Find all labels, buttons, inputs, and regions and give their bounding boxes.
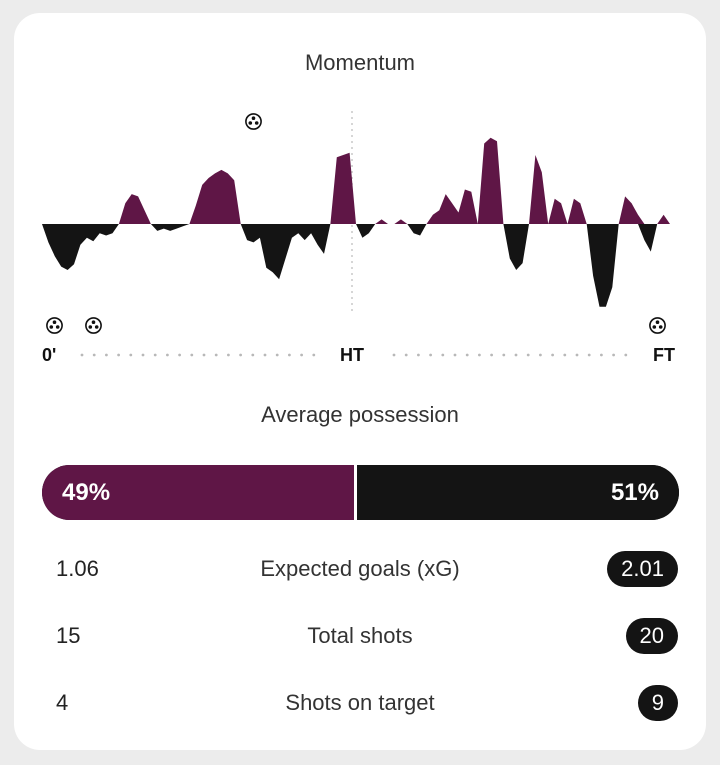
timeline-dot (575, 353, 579, 357)
timeline-dot (490, 353, 493, 357)
stat-label: Expected goals (xG) (260, 556, 460, 581)
stat-away-badge: 20 (625, 618, 678, 654)
stat-label: Shots on target (285, 690, 435, 715)
timeline-dot (300, 353, 303, 357)
timeline-dot (166, 353, 169, 357)
timeline-dot (600, 353, 603, 357)
stat-row-shots-on-target: 4 Shots on target 9 (14, 683, 706, 723)
possession-home-segment: 49% (42, 465, 355, 520)
soccer-ball-icon (648, 317, 666, 334)
timeline-dot (465, 353, 469, 357)
timeline-dot (190, 353, 194, 357)
axis-label-start: 0' (42, 345, 57, 365)
timeline-dot (551, 353, 554, 357)
timeline-dot (92, 353, 96, 357)
timeline-dot (404, 353, 408, 357)
timeline-dot (563, 353, 567, 357)
momentum-title: Momentum (304, 50, 416, 75)
axis-label-half-time: HT (340, 345, 364, 365)
timeline-dot (239, 353, 243, 357)
timeline-dot (227, 353, 230, 357)
possession-title: Average possession (261, 402, 459, 427)
stat-away-badge: 2.01 (607, 551, 678, 587)
timeline-dot (275, 353, 279, 357)
timeline-dot (526, 353, 530, 357)
timeline-dot (502, 353, 506, 357)
timeline-dot (288, 353, 291, 357)
timeline-dot (453, 353, 457, 357)
stat-row-xg: 1.06 Expected goals (xG) 2.01 (14, 549, 706, 589)
timeline-dot (478, 353, 481, 357)
timeline-dot (417, 353, 420, 357)
timeline-dot (129, 353, 133, 357)
timeline-dot (429, 353, 432, 357)
timeline-dot (202, 353, 206, 357)
stat-away-badge: 9 (637, 685, 678, 721)
possession-away-value: 51% (610, 479, 659, 506)
timeline-dot (178, 353, 182, 357)
momentum-home-area (42, 137, 670, 224)
timeline-dot (514, 353, 518, 357)
momentum-chart[interactable] (14, 13, 706, 373)
soccer-ball-icon (46, 317, 64, 334)
timeline-dot (441, 353, 445, 357)
timeline-dot (214, 353, 218, 357)
timeline-dot (251, 353, 255, 357)
axis-label-full-time: FT (653, 345, 675, 365)
possession-home-value: 49% (62, 479, 111, 506)
timeline-dot (153, 353, 157, 357)
soccer-ball-icon (84, 317, 102, 334)
stat-home-value: 15 (56, 623, 81, 648)
timeline-dot (312, 353, 316, 357)
timeline-dot (587, 353, 591, 357)
stat-label: Total shots (307, 623, 413, 648)
stat-home-value: 1.06 (56, 556, 99, 581)
timeline-dot (612, 353, 615, 357)
possession-away-segment: 51% (357, 465, 679, 520)
timeline-dot (105, 353, 108, 357)
stat-row-total-shots: 15 Total shots 20 (14, 616, 706, 656)
stat-home-value: 4 (56, 690, 69, 715)
possession-bar: 49% 51% (42, 465, 679, 520)
soccer-ball-icon (245, 113, 262, 130)
timeline-dot (392, 353, 396, 357)
timeline-dot (141, 353, 145, 357)
timeline-dot (624, 353, 628, 357)
timeline-dot (117, 353, 120, 357)
timeline-dot (539, 353, 542, 357)
timeline-dot (80, 353, 84, 357)
possession-divider (354, 465, 358, 520)
momentum-away-area (42, 224, 670, 307)
timeline-dot (263, 353, 267, 357)
match-stats-card: Momentum 0' HT FT Average possession 49%… (14, 13, 706, 750)
